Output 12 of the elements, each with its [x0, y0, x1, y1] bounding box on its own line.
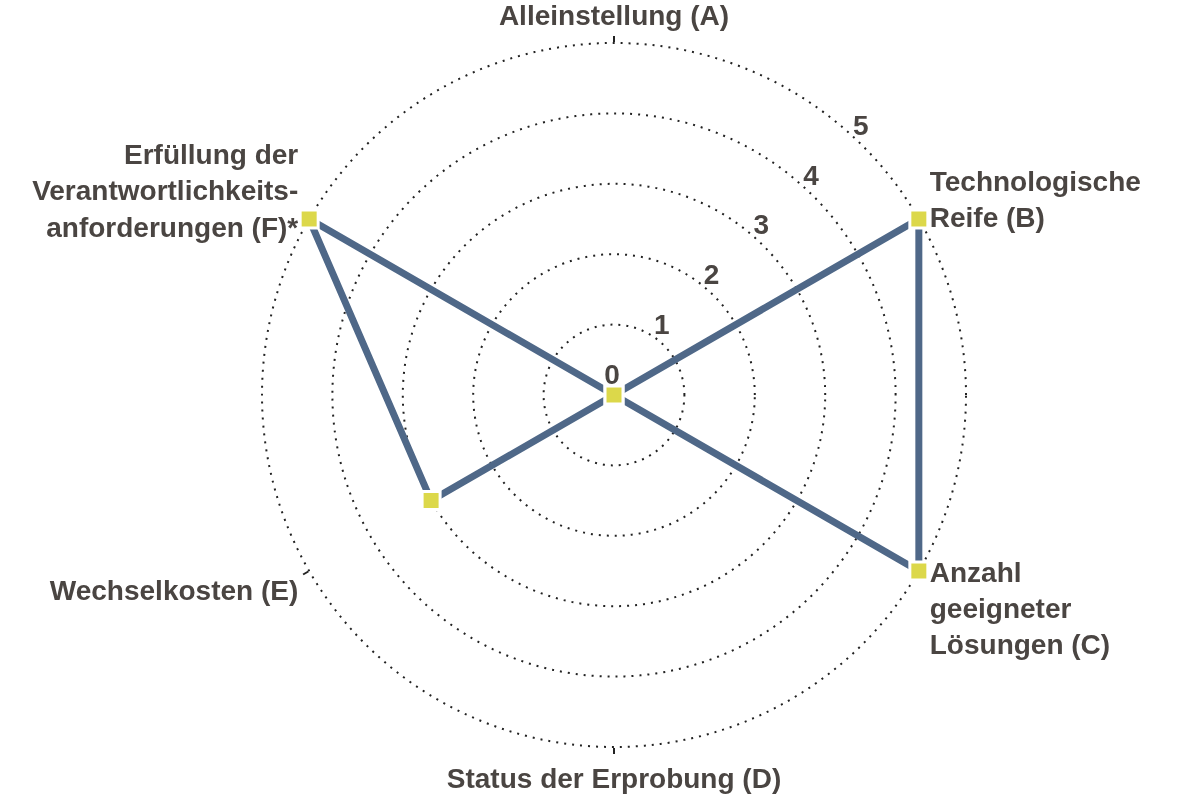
spoke-label: Status der Erprobung (D) [446, 762, 782, 794]
y-tick-label: 2 [703, 259, 720, 291]
spoke-label: Technologische Reife (B) [929, 166, 1141, 234]
y-tick-label: 3 [753, 209, 770, 241]
spoke-label: Anzahl geeigneter Lösungen (C) [929, 556, 1111, 661]
spoke-label: Erfüllung der Verantwortlichkeits- anforderungen (F)* [32, 138, 299, 243]
y-tick-label: 1 [653, 309, 670, 341]
spoke-label: Wechselkosten (E) [49, 574, 299, 606]
y-tick-label: 5 [853, 109, 869, 141]
y-tick-label: 0 [604, 358, 620, 390]
spoke-label: Alleinstellung (A) [498, 0, 730, 31]
y-tick-label: 4 [803, 159, 820, 191]
